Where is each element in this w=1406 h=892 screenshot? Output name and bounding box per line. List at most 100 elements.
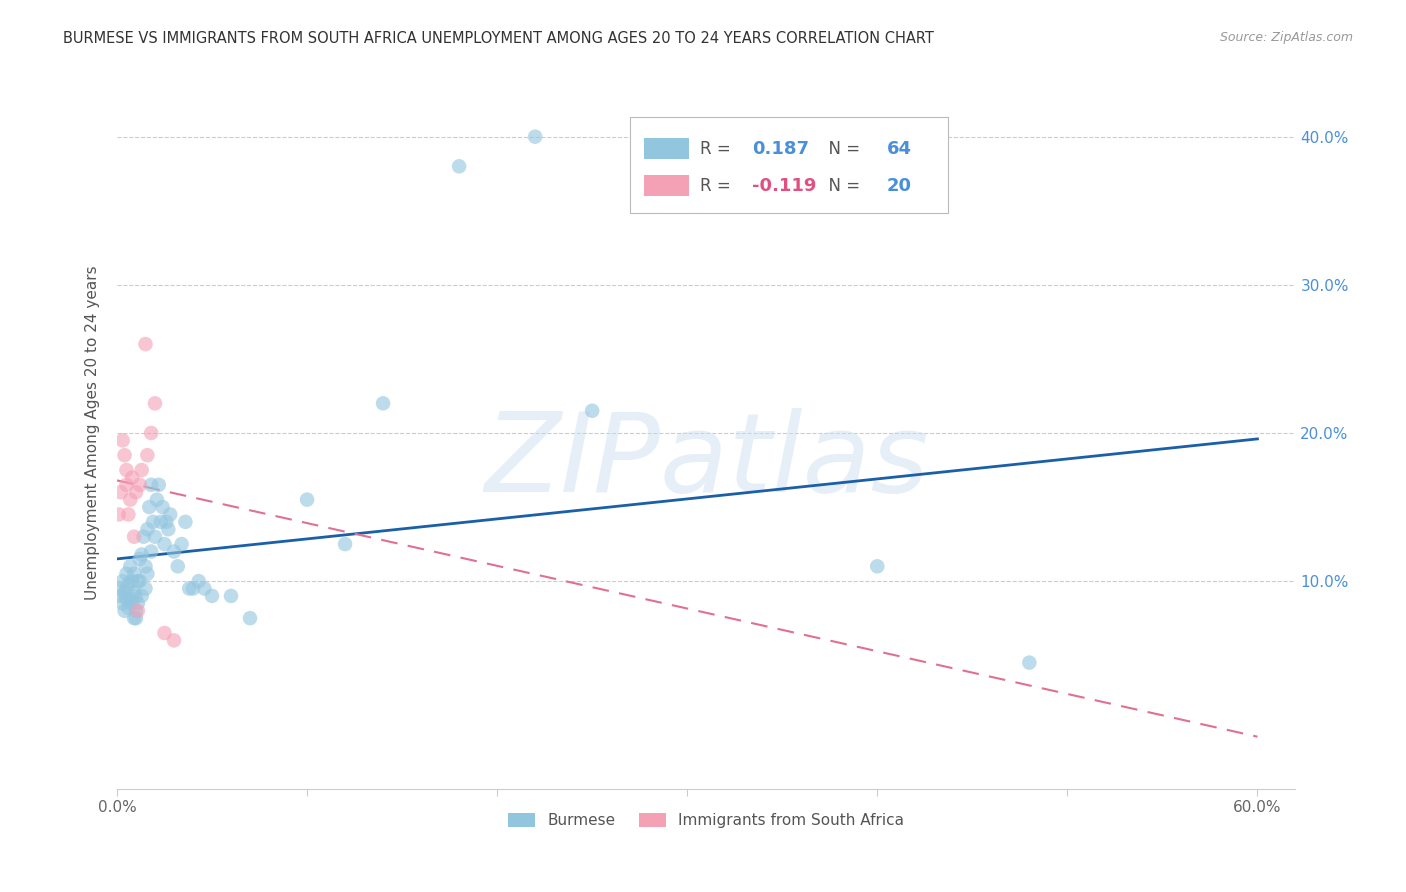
- Text: R =: R =: [700, 139, 737, 158]
- Point: [115, 591, 138, 606]
- Point: [866, 559, 889, 574]
- Point: [111, 596, 134, 610]
- Point: [115, 582, 138, 596]
- Point: [141, 478, 163, 492]
- Point: [166, 559, 188, 574]
- Point: [193, 582, 215, 596]
- Bar: [644, 138, 689, 159]
- Y-axis label: Unemployment Among Ages 20 to 24 years: Unemployment Among Ages 20 to 24 years: [86, 266, 100, 600]
- Point: [117, 508, 139, 522]
- Point: [295, 492, 318, 507]
- Bar: [644, 175, 689, 196]
- Point: [115, 463, 138, 477]
- Point: [114, 586, 136, 600]
- Point: [131, 548, 153, 562]
- Text: R =: R =: [700, 177, 737, 194]
- Point: [181, 582, 204, 596]
- Point: [125, 604, 148, 618]
- Point: [127, 596, 149, 610]
- Point: [149, 515, 172, 529]
- Point: [115, 566, 138, 581]
- Point: [155, 515, 177, 529]
- Point: [134, 559, 156, 574]
- Point: [148, 478, 170, 492]
- Point: [239, 611, 262, 625]
- Point: [120, 559, 142, 574]
- Point: [125, 485, 148, 500]
- Point: [153, 537, 176, 551]
- Point: [163, 633, 186, 648]
- Point: [146, 492, 169, 507]
- Point: [143, 530, 166, 544]
- Point: [153, 626, 176, 640]
- Point: [170, 537, 193, 551]
- Point: [131, 463, 153, 477]
- Point: [125, 611, 148, 625]
- Point: [138, 500, 160, 514]
- Text: Source: ZipAtlas.com: Source: ZipAtlas.com: [1219, 31, 1353, 45]
- Point: [157, 522, 180, 536]
- Point: [120, 591, 142, 606]
- FancyBboxPatch shape: [630, 117, 948, 212]
- Point: [121, 470, 143, 484]
- Text: N =: N =: [818, 177, 866, 194]
- Point: [117, 577, 139, 591]
- Point: [174, 515, 197, 529]
- Point: [120, 492, 142, 507]
- Point: [127, 574, 149, 588]
- Point: [108, 582, 131, 596]
- Point: [134, 582, 156, 596]
- Point: [131, 589, 153, 603]
- Point: [108, 508, 131, 522]
- Point: [127, 604, 149, 618]
- Legend: Burmese, Immigrants from South Africa: Burmese, Immigrants from South Africa: [502, 806, 911, 834]
- Text: 20: 20: [887, 177, 911, 194]
- Point: [134, 337, 156, 351]
- Text: -0.119: -0.119: [752, 177, 817, 194]
- Point: [128, 552, 150, 566]
- Point: [128, 478, 150, 492]
- Point: [152, 500, 174, 514]
- Point: [132, 530, 155, 544]
- Point: [128, 574, 150, 588]
- Point: [114, 448, 136, 462]
- Point: [524, 129, 547, 144]
- Point: [449, 159, 471, 173]
- Point: [201, 589, 224, 603]
- Point: [122, 530, 145, 544]
- Point: [122, 566, 145, 581]
- Point: [187, 574, 209, 588]
- Point: [141, 544, 163, 558]
- Point: [179, 582, 201, 596]
- Point: [117, 600, 139, 615]
- Point: [121, 574, 143, 588]
- Text: 0.187: 0.187: [752, 139, 810, 158]
- Point: [121, 596, 143, 610]
- Text: N =: N =: [818, 139, 866, 158]
- Point: [581, 403, 603, 417]
- Point: [136, 522, 159, 536]
- Point: [110, 589, 132, 603]
- Point: [110, 485, 132, 500]
- Point: [136, 566, 159, 581]
- Point: [111, 574, 134, 588]
- Point: [371, 396, 394, 410]
- Point: [114, 604, 136, 618]
- Point: [125, 589, 148, 603]
- Point: [219, 589, 242, 603]
- Point: [1018, 656, 1040, 670]
- Point: [159, 508, 181, 522]
- Text: BURMESE VS IMMIGRANTS FROM SOUTH AFRICA UNEMPLOYMENT AMONG AGES 20 TO 24 YEARS C: BURMESE VS IMMIGRANTS FROM SOUTH AFRICA …: [63, 31, 934, 46]
- Point: [143, 396, 166, 410]
- Text: 64: 64: [887, 139, 911, 158]
- Point: [142, 515, 165, 529]
- Point: [333, 537, 356, 551]
- Point: [136, 448, 159, 462]
- Text: ZIPatlas: ZIPatlas: [484, 408, 928, 515]
- Point: [122, 586, 145, 600]
- Point: [141, 425, 163, 440]
- Point: [115, 478, 138, 492]
- Point: [111, 434, 134, 448]
- Point: [163, 544, 186, 558]
- Point: [122, 611, 145, 625]
